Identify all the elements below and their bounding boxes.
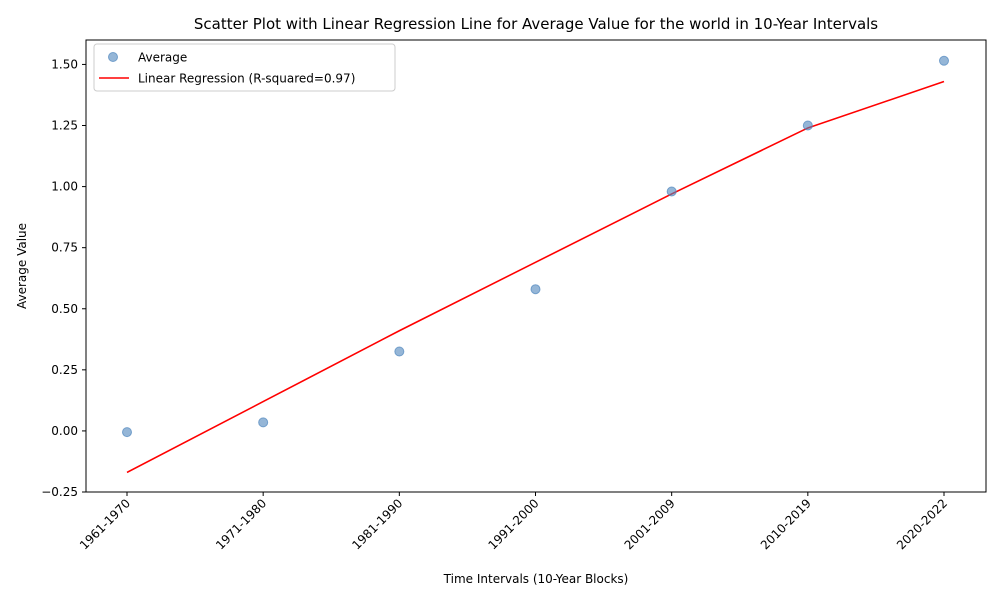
- x-tick-label: 1981-1990: [349, 496, 405, 552]
- y-tick-label: 1.50: [51, 57, 78, 71]
- x-tick-label: 2010-2019: [758, 496, 814, 552]
- x-tick-label: 1961-1970: [77, 496, 133, 552]
- scatter-point: [802, 120, 813, 131]
- x-tick-label: 2020-2022: [894, 496, 950, 552]
- legend: Average Linear Regression (R-squared=0.9…: [93, 43, 396, 92]
- legend-label-regression: Linear Regression (R-squared=0.97): [138, 72, 355, 86]
- legend-box: [93, 43, 396, 92]
- x-axis-label: Time Intervals (10-Year Blocks): [443, 572, 629, 586]
- chart-title: Scatter Plot with Linear Regression Line…: [194, 15, 878, 33]
- y-axis-label: Average Value: [15, 223, 29, 309]
- legend-marker-average: [108, 52, 118, 62]
- x-tick-label: 1971-1980: [213, 496, 269, 552]
- scatter-point: [939, 55, 949, 66]
- x-tick-label: 1991-2000: [485, 496, 541, 552]
- scatter-point: [666, 186, 677, 197]
- x-tick-label: 2001-2009: [622, 496, 678, 552]
- plot-frame: [85, 39, 987, 493]
- y-tick-label: 1.00: [51, 180, 78, 194]
- y-tick-label: 0.75: [51, 241, 78, 255]
- y-tick-label: 0.25: [51, 363, 78, 377]
- y-tick-label: 1.25: [51, 119, 78, 133]
- scatter-point: [122, 427, 132, 438]
- legend-label-average: Average: [138, 51, 187, 65]
- y-tick-label: 0.50: [51, 302, 78, 316]
- y-tick-label: −0.25: [41, 485, 78, 499]
- y-tick-label: 0.00: [51, 424, 78, 438]
- scatter-point: [530, 284, 541, 295]
- scatter-point: [394, 346, 405, 357]
- axis-ticks: −0.25 0.00 0.25 0.50 0.75 1.00 1.25 1.50 1961-19…: [41, 57, 950, 552]
- scatter-point: [258, 417, 269, 428]
- regression-line: [126, 80, 945, 474]
- chart-marks: [122, 55, 949, 474]
